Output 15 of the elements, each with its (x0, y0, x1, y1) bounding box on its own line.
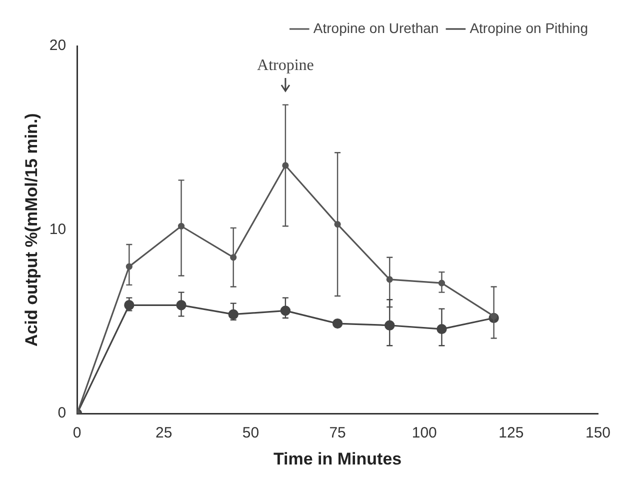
x-tick-label: 50 (242, 424, 260, 442)
y-tick-label: 20 (49, 37, 66, 54)
x-tick-label: 125 (498, 424, 524, 442)
x-axis-title: Time in Minutes (273, 449, 402, 468)
annotation: Atropine (257, 57, 314, 74)
x-tick-label: 150 (585, 424, 611, 442)
legend-label: Atropine on Pithing (470, 20, 588, 36)
y-tick-label: 10 (49, 220, 66, 238)
x-tick-label: 100 (412, 424, 437, 442)
x-tick-label: 25 (156, 424, 172, 442)
y-axis-title: Acid output %(mMol/15 min.) (22, 113, 41, 346)
legend-label: Atropine on Urethan (313, 20, 439, 36)
y-tick-label: 0 (58, 404, 66, 422)
x-tick-label: 0 (72, 424, 82, 442)
x-tick-label: 75 (329, 424, 346, 442)
